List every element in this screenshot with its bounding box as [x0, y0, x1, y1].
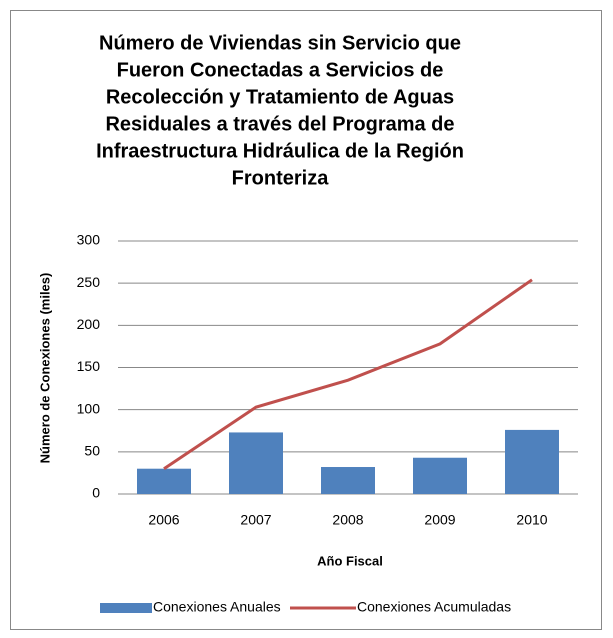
y-tick-label: 200: [77, 316, 101, 332]
legend-label: Conexiones Anuales: [153, 599, 281, 615]
legend-label: Conexiones Acumuladas: [357, 599, 511, 615]
chart-title: Fronteriza: [232, 167, 330, 189]
x-tick-label: 2010: [516, 512, 547, 528]
y-tick-label: 100: [77, 400, 101, 416]
bar: [229, 432, 283, 494]
bar: [505, 429, 559, 494]
bar: [137, 468, 191, 494]
bar: [413, 457, 467, 494]
chart-title: Recolección y Tratamiento de Aguas: [106, 86, 454, 108]
y-tick-label: 150: [77, 358, 101, 374]
chart-border: [10, 10, 602, 630]
chart-title: Número de Viviendas sin Servicio que: [99, 32, 461, 54]
y-tick-label: 50: [84, 443, 100, 459]
legend-swatch: [100, 603, 152, 613]
x-axis-label: Año Fiscal: [317, 553, 383, 568]
y-axis-label: Número de Conexiones (miles): [37, 273, 52, 464]
chart-title: Residuales a través del Programa de: [105, 113, 454, 135]
y-tick-label: 300: [77, 232, 101, 248]
x-tick-label: 2007: [240, 512, 271, 528]
x-tick-label: 2006: [148, 512, 179, 528]
x-tick-label: 2008: [332, 512, 363, 528]
y-tick-label: 0: [92, 485, 100, 501]
chart-title: Infraestructura Hidráulica de la Región: [96, 140, 464, 162]
y-tick-label: 250: [77, 274, 101, 290]
x-tick-label: 2009: [424, 512, 455, 528]
bar: [321, 467, 375, 494]
chart-title: Fueron Conectadas a Servicios de: [117, 59, 444, 81]
line: [163, 278, 533, 470]
